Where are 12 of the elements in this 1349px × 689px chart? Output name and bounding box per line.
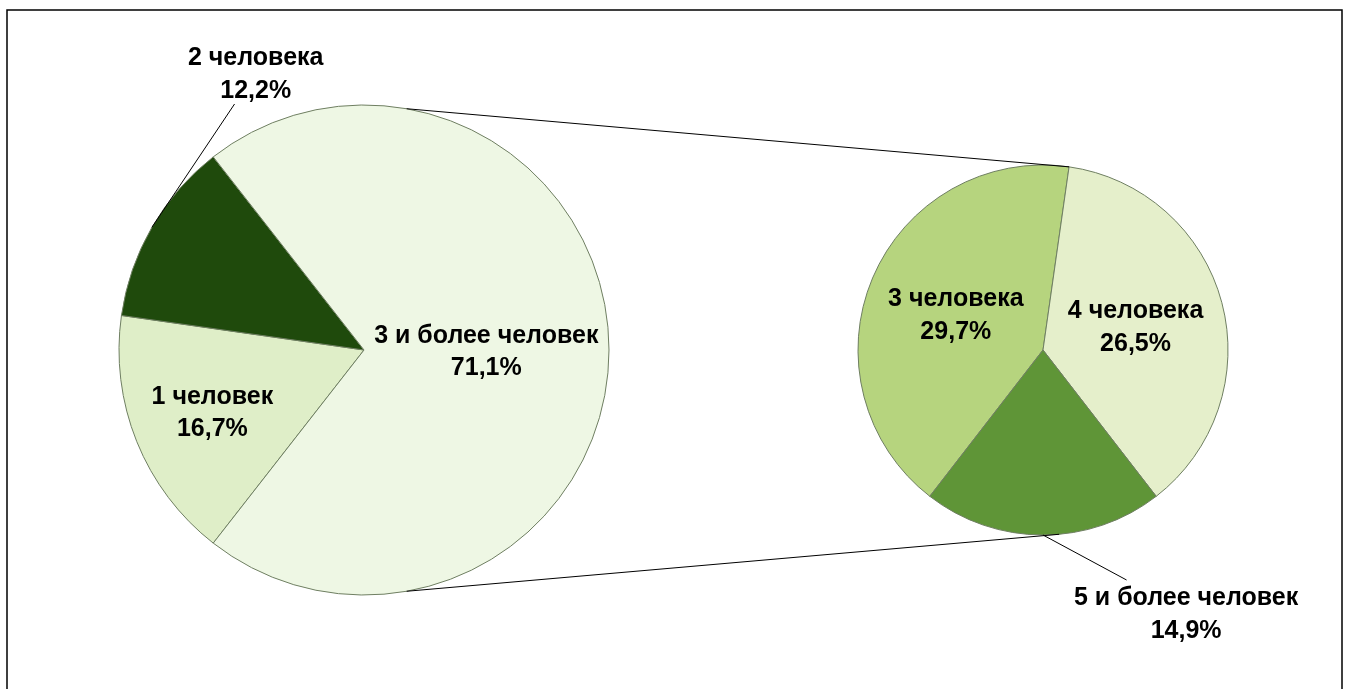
slice-label: 4 человека: [1067, 295, 1205, 324]
slice-label: 1 человек: [151, 380, 274, 409]
data-label: 26,5%: [1100, 327, 1171, 356]
slice-label: 3 и более человек: [374, 319, 599, 348]
slice-label: 2 человека: [188, 42, 325, 70]
data-label: 14,9%: [1150, 614, 1222, 643]
data-label: 71,1%: [450, 352, 522, 381]
data-label: 12,2%: [220, 74, 292, 103]
slice-label: 3 человека: [888, 283, 1025, 312]
data-label: 16,7%: [176, 413, 248, 442]
data-label: 29,7%: [920, 315, 992, 344]
slice-label: 5 и более человек: [1074, 582, 1299, 610]
